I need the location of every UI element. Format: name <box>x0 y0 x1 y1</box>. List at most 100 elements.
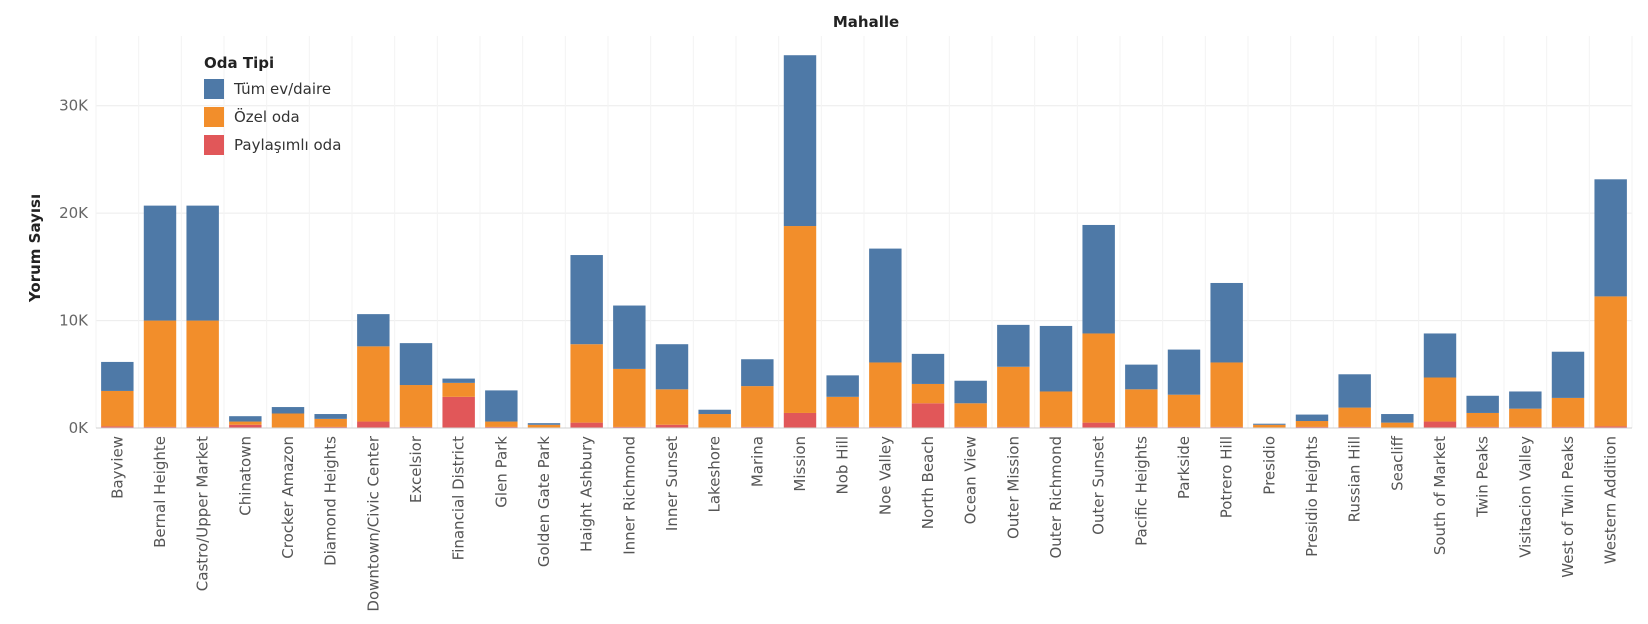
axis-layer: 0K 10K 20K 30K Bayview Bernal Heighte Castro/U… <box>59 97 1632 612</box>
x-tick-label: North Beach <box>919 436 937 529</box>
x-tick-label: Crocker Amazon <box>279 436 297 559</box>
bar-segment <box>655 344 689 390</box>
bar-segment <box>1167 349 1201 395</box>
bar-segment <box>357 314 390 347</box>
x-tick-label: Noe Valley <box>876 436 894 515</box>
chart-title: Mahalle <box>833 13 899 31</box>
bar-segment <box>1509 391 1542 409</box>
bar-segment <box>1594 426 1627 428</box>
x-tick-label: South of Market <box>1431 436 1449 555</box>
x-tick-label: Nob Hill <box>834 436 852 494</box>
x-tick-label: Marina <box>748 436 766 487</box>
bar-segment <box>741 386 774 427</box>
bar-segment <box>954 380 987 404</box>
bar-segment <box>1039 426 1073 428</box>
x-tick-label: Financial District <box>450 436 468 560</box>
x-tick-label: Mission <box>791 436 809 492</box>
legend: Oda Tipi Tüm ev/daire Özel oda Paylaşımlı … <box>204 54 341 155</box>
bar-segment <box>1210 426 1243 428</box>
legend-swatch <box>204 135 224 155</box>
bar-segment <box>1295 414 1329 422</box>
bar-segment <box>1551 351 1585 398</box>
bar-segment <box>1381 414 1414 423</box>
bars-layer <box>101 55 1627 428</box>
bar-segment <box>485 390 518 422</box>
bar-segment <box>271 413 305 428</box>
x-tick-label: Russian Hill <box>1346 436 1364 522</box>
bar-segment <box>655 389 689 425</box>
bar-segment <box>570 422 603 428</box>
bar-segment <box>399 426 433 428</box>
x-tick-label: Lakeshore <box>706 436 724 513</box>
bar-segment <box>229 416 262 422</box>
bar-segment <box>783 412 817 428</box>
bar-segment <box>1125 426 1158 428</box>
bar-segment <box>1466 395 1499 413</box>
bar-segment <box>1253 423 1286 425</box>
grid-layer <box>95 36 1633 428</box>
bar-segment <box>1082 333 1115 423</box>
bar-segment <box>399 343 433 386</box>
bar-segment <box>1338 407 1371 427</box>
x-tick-label: Presidio <box>1260 436 1278 495</box>
bar-segment <box>698 414 731 428</box>
y-axis-title: Yorum Sayısı <box>26 194 44 303</box>
bar-segment <box>271 407 305 414</box>
x-tick-label: Excelsior <box>407 435 425 503</box>
legend-entry: Paylaşımlı oda <box>234 136 341 154</box>
bar-segment <box>826 375 859 397</box>
y-tick-label: 20K <box>59 204 89 222</box>
bar-segment <box>783 55 817 227</box>
x-tick-label: Parkside <box>1175 436 1193 499</box>
x-tick-label: Visitacion Valley <box>1516 436 1534 558</box>
bar-segment <box>655 424 689 428</box>
x-tick-label: Diamond Heights <box>322 436 340 566</box>
bar-segment <box>1039 391 1073 427</box>
bar-segment <box>1466 426 1499 428</box>
bar-segment <box>1295 421 1329 427</box>
bar-segment <box>186 426 219 428</box>
bar-segment <box>1125 364 1158 390</box>
bar-segment <box>869 248 902 363</box>
bar-segment <box>1594 296 1627 427</box>
bar-segment <box>1125 389 1158 427</box>
bar-segment <box>1253 424 1286 428</box>
bar-segment <box>485 426 518 428</box>
bar-segment <box>741 426 774 428</box>
bar-segment <box>997 366 1030 427</box>
legend-entry: Tüm ev/daire <box>233 80 331 98</box>
x-tick-label: Outer Richmond <box>1047 436 1065 559</box>
x-tick-label: Ocean View <box>962 436 980 524</box>
x-tick-label: Western Addition <box>1602 436 1620 564</box>
bar-segment <box>997 426 1030 428</box>
bar-segment <box>357 421 390 428</box>
bar-segment <box>1551 426 1585 428</box>
bar-segment <box>1509 426 1542 428</box>
legend-title: Oda Tipi <box>204 54 274 72</box>
x-tick-label: Outer Sunset <box>1090 436 1108 535</box>
bar-segment <box>783 226 817 413</box>
bar-segment <box>101 361 134 391</box>
bar-segment <box>1210 362 1243 427</box>
x-tick-label: Castro/Upper Market <box>194 436 212 591</box>
bar-segment <box>698 409 731 415</box>
bar-segment <box>442 378 475 383</box>
bar-segment <box>954 426 987 428</box>
bar-segment <box>143 205 177 321</box>
bar-segment <box>570 255 603 345</box>
bar-segment <box>399 385 433 427</box>
bar-segment <box>1594 179 1627 297</box>
x-tick-label: Chinatown <box>236 436 254 516</box>
bar-segment <box>1509 408 1542 427</box>
bar-segment <box>1167 394 1201 427</box>
bar-segment <box>613 368 646 427</box>
x-tick-label: Twin Peaks <box>1474 436 1492 518</box>
bar-segment <box>442 396 475 428</box>
bar-segment <box>954 403 987 427</box>
bar-segment <box>911 353 945 384</box>
bar-segment <box>143 320 177 427</box>
bar-segment <box>1210 282 1243 363</box>
bar-segment <box>1039 325 1073 392</box>
x-tick-label: Glen Park <box>492 436 510 508</box>
